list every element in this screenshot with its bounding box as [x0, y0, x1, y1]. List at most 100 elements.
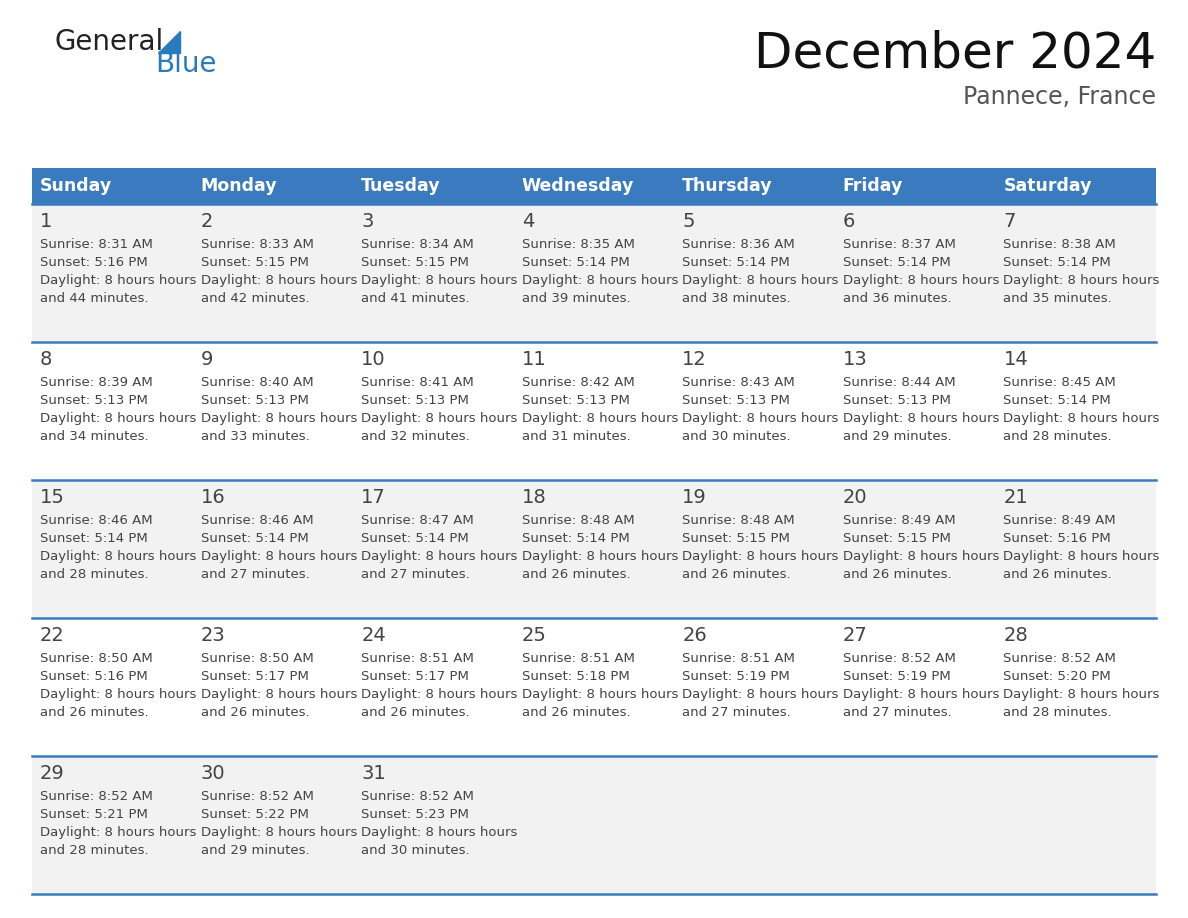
- Text: and 35 minutes.: and 35 minutes.: [1004, 292, 1112, 305]
- Bar: [513, 168, 675, 204]
- Text: Tuesday: Tuesday: [361, 177, 441, 195]
- Text: and 27 minutes.: and 27 minutes.: [842, 706, 952, 719]
- Text: and 32 minutes.: and 32 minutes.: [361, 430, 470, 443]
- Text: Sunset: 5:21 PM: Sunset: 5:21 PM: [40, 808, 147, 821]
- Text: Daylight: 8 hours hours: Daylight: 8 hours hours: [361, 826, 518, 839]
- Text: Sunrise: 8:50 AM: Sunrise: 8:50 AM: [40, 652, 153, 665]
- Text: Sunrise: 8:46 AM: Sunrise: 8:46 AM: [40, 514, 152, 527]
- Text: Daylight: 8 hours hours: Daylight: 8 hours hours: [361, 412, 518, 425]
- Text: Sunset: 5:13 PM: Sunset: 5:13 PM: [522, 394, 630, 407]
- Text: 27: 27: [842, 626, 867, 645]
- Text: 17: 17: [361, 488, 386, 507]
- Text: Sunrise: 8:47 AM: Sunrise: 8:47 AM: [361, 514, 474, 527]
- Text: Sunrise: 8:52 AM: Sunrise: 8:52 AM: [842, 652, 955, 665]
- Text: 8: 8: [40, 350, 52, 369]
- Text: Sunrise: 8:48 AM: Sunrise: 8:48 AM: [682, 514, 795, 527]
- Text: Daylight: 8 hours hours: Daylight: 8 hours hours: [201, 826, 356, 839]
- Text: Sunrise: 8:48 AM: Sunrise: 8:48 AM: [522, 514, 634, 527]
- Text: Daylight: 8 hours hours: Daylight: 8 hours hours: [682, 688, 839, 701]
- Bar: [996, 168, 1156, 204]
- Text: Sunrise: 8:33 AM: Sunrise: 8:33 AM: [201, 238, 314, 251]
- Text: and 26 minutes.: and 26 minutes.: [361, 706, 469, 719]
- Text: Saturday: Saturday: [1004, 177, 1092, 195]
- Text: Daylight: 8 hours hours: Daylight: 8 hours hours: [40, 274, 196, 287]
- Text: Sunset: 5:23 PM: Sunset: 5:23 PM: [361, 808, 469, 821]
- Text: and 38 minutes.: and 38 minutes.: [682, 292, 791, 305]
- Text: Sunrise: 8:44 AM: Sunrise: 8:44 AM: [842, 376, 955, 389]
- Text: Daylight: 8 hours hours: Daylight: 8 hours hours: [40, 826, 196, 839]
- Text: Wednesday: Wednesday: [522, 177, 634, 195]
- Text: Daylight: 8 hours hours: Daylight: 8 hours hours: [522, 412, 678, 425]
- Bar: [32, 168, 192, 204]
- Text: 5: 5: [682, 212, 695, 231]
- Text: Sunrise: 8:52 AM: Sunrise: 8:52 AM: [1004, 652, 1117, 665]
- Text: 10: 10: [361, 350, 386, 369]
- Text: Sunset: 5:19 PM: Sunset: 5:19 PM: [842, 670, 950, 683]
- Text: Daylight: 8 hours hours: Daylight: 8 hours hours: [842, 274, 999, 287]
- Text: 18: 18: [522, 488, 546, 507]
- Text: Sunrise: 8:38 AM: Sunrise: 8:38 AM: [1004, 238, 1117, 251]
- Text: 29: 29: [40, 764, 65, 783]
- Text: and 34 minutes.: and 34 minutes.: [40, 430, 148, 443]
- Text: Sunset: 5:13 PM: Sunset: 5:13 PM: [201, 394, 309, 407]
- Text: Sunset: 5:16 PM: Sunset: 5:16 PM: [40, 670, 147, 683]
- Text: Sunrise: 8:42 AM: Sunrise: 8:42 AM: [522, 376, 634, 389]
- Text: Sunset: 5:14 PM: Sunset: 5:14 PM: [201, 532, 309, 545]
- Text: Sunset: 5:13 PM: Sunset: 5:13 PM: [361, 394, 469, 407]
- Text: and 41 minutes.: and 41 minutes.: [361, 292, 469, 305]
- Polygon shape: [158, 31, 181, 53]
- Text: 21: 21: [1004, 488, 1028, 507]
- Text: Sunset: 5:14 PM: Sunset: 5:14 PM: [1004, 394, 1111, 407]
- Text: Sunrise: 8:51 AM: Sunrise: 8:51 AM: [682, 652, 795, 665]
- Text: Daylight: 8 hours hours: Daylight: 8 hours hours: [361, 688, 518, 701]
- Text: Daylight: 8 hours hours: Daylight: 8 hours hours: [842, 550, 999, 563]
- Text: Sunset: 5:15 PM: Sunset: 5:15 PM: [361, 256, 469, 269]
- Text: 6: 6: [842, 212, 855, 231]
- Bar: [192, 168, 353, 204]
- Text: Daylight: 8 hours hours: Daylight: 8 hours hours: [40, 550, 196, 563]
- Text: Sunset: 5:15 PM: Sunset: 5:15 PM: [682, 532, 790, 545]
- Text: 16: 16: [201, 488, 226, 507]
- Text: 14: 14: [1004, 350, 1028, 369]
- Text: Sunset: 5:19 PM: Sunset: 5:19 PM: [682, 670, 790, 683]
- Text: Daylight: 8 hours hours: Daylight: 8 hours hours: [40, 688, 196, 701]
- Text: Sunset: 5:14 PM: Sunset: 5:14 PM: [522, 532, 630, 545]
- Text: Sunrise: 8:35 AM: Sunrise: 8:35 AM: [522, 238, 634, 251]
- Text: Sunday: Sunday: [40, 177, 112, 195]
- Text: Sunset: 5:18 PM: Sunset: 5:18 PM: [522, 670, 630, 683]
- Text: and 29 minutes.: and 29 minutes.: [842, 430, 952, 443]
- Text: and 44 minutes.: and 44 minutes.: [40, 292, 148, 305]
- Bar: [32, 204, 1156, 342]
- Text: and 27 minutes.: and 27 minutes.: [201, 568, 309, 581]
- Bar: [32, 618, 1156, 756]
- Text: Daylight: 8 hours hours: Daylight: 8 hours hours: [1004, 550, 1159, 563]
- Text: and 29 minutes.: and 29 minutes.: [201, 844, 309, 857]
- Text: and 30 minutes.: and 30 minutes.: [682, 430, 791, 443]
- Text: and 26 minutes.: and 26 minutes.: [682, 568, 791, 581]
- Text: Daylight: 8 hours hours: Daylight: 8 hours hours: [1004, 274, 1159, 287]
- Text: and 26 minutes.: and 26 minutes.: [842, 568, 952, 581]
- Text: Sunset: 5:16 PM: Sunset: 5:16 PM: [1004, 532, 1111, 545]
- Text: and 27 minutes.: and 27 minutes.: [361, 568, 470, 581]
- Bar: [32, 342, 1156, 480]
- Text: Sunrise: 8:36 AM: Sunrise: 8:36 AM: [682, 238, 795, 251]
- Text: and 42 minutes.: and 42 minutes.: [201, 292, 309, 305]
- Text: Daylight: 8 hours hours: Daylight: 8 hours hours: [1004, 412, 1159, 425]
- Text: Sunrise: 8:31 AM: Sunrise: 8:31 AM: [40, 238, 153, 251]
- Text: 30: 30: [201, 764, 226, 783]
- Text: Sunset: 5:14 PM: Sunset: 5:14 PM: [40, 532, 147, 545]
- Text: and 28 minutes.: and 28 minutes.: [1004, 430, 1112, 443]
- Text: Sunrise: 8:52 AM: Sunrise: 8:52 AM: [40, 790, 153, 803]
- Text: and 26 minutes.: and 26 minutes.: [1004, 568, 1112, 581]
- Text: Sunrise: 8:51 AM: Sunrise: 8:51 AM: [361, 652, 474, 665]
- Text: and 30 minutes.: and 30 minutes.: [361, 844, 469, 857]
- Text: Sunset: 5:15 PM: Sunset: 5:15 PM: [201, 256, 309, 269]
- Text: Sunrise: 8:34 AM: Sunrise: 8:34 AM: [361, 238, 474, 251]
- Text: 15: 15: [40, 488, 65, 507]
- Text: Daylight: 8 hours hours: Daylight: 8 hours hours: [522, 550, 678, 563]
- Text: Sunset: 5:14 PM: Sunset: 5:14 PM: [1004, 256, 1111, 269]
- Text: and 39 minutes.: and 39 minutes.: [522, 292, 631, 305]
- Text: 7: 7: [1004, 212, 1016, 231]
- Text: Daylight: 8 hours hours: Daylight: 8 hours hours: [842, 688, 999, 701]
- Text: 11: 11: [522, 350, 546, 369]
